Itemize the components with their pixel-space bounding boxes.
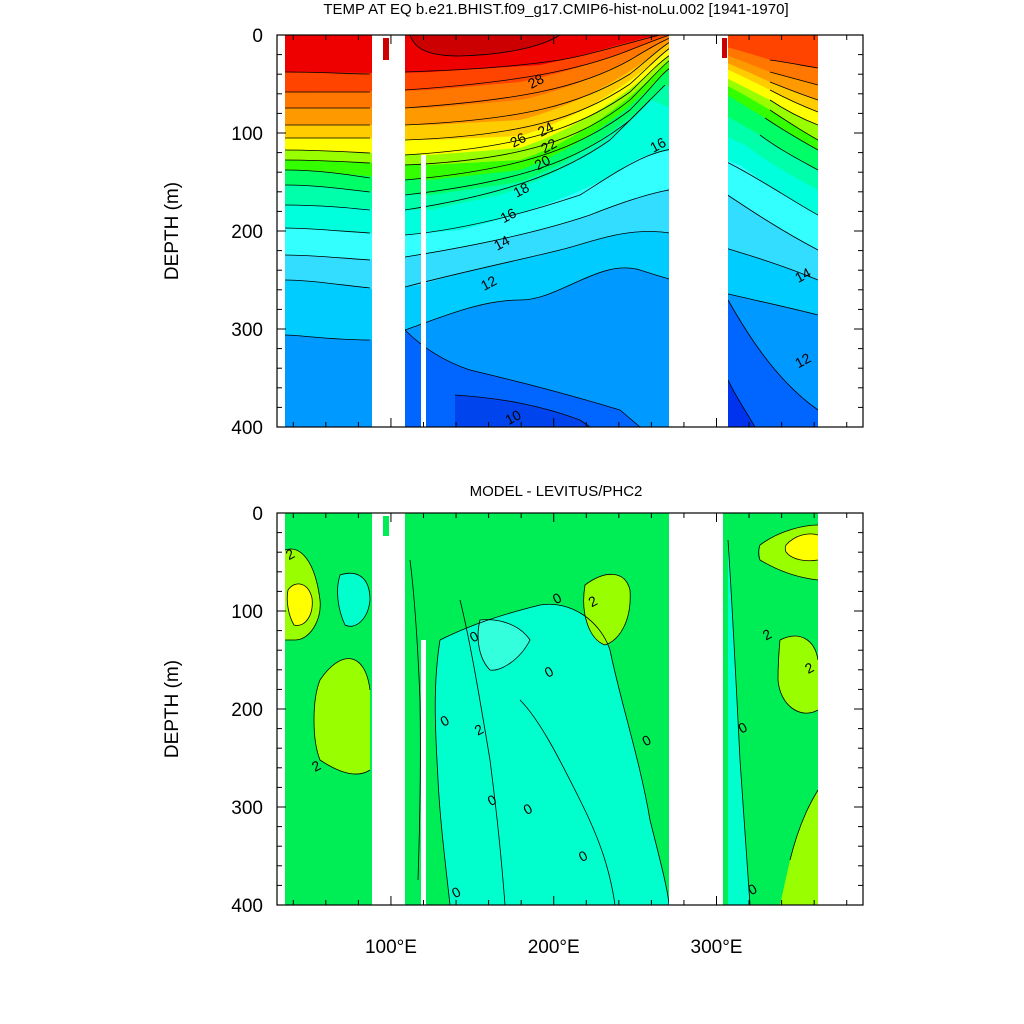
temperature-field bbox=[277, 35, 863, 427]
island-mark-2 bbox=[722, 38, 727, 58]
y-tick-label: 300 bbox=[231, 798, 263, 819]
temp-band-9-west bbox=[455, 395, 590, 427]
contour-label: 14 bbox=[792, 264, 813, 286]
x-tick-label: 300°E bbox=[691, 937, 743, 958]
y-tick-label: 200 bbox=[231, 700, 263, 721]
contour-label: 26 bbox=[507, 129, 528, 151]
diff-band-max-east bbox=[786, 533, 818, 561]
temp-contour-lines bbox=[284, 35, 819, 427]
contour-label: 14 bbox=[491, 232, 512, 254]
y-tick-label: 400 bbox=[231, 896, 263, 917]
land-mask-indonesia bbox=[372, 35, 405, 427]
diff-band-max-west bbox=[287, 583, 313, 626]
bottom-axes: 0 100 200 300 400 100°E 200°E 300°E bbox=[231, 504, 863, 958]
temp-band-9-east bbox=[728, 380, 755, 427]
contour-label: 18 bbox=[511, 179, 532, 201]
top-axes: 0 100 200 300 400 bbox=[231, 26, 863, 439]
contour-label: 28 bbox=[525, 70, 546, 92]
y-tick-label: 0 bbox=[252, 504, 263, 525]
diff-band-neg-central bbox=[435, 604, 669, 905]
y-tick-label: 100 bbox=[231, 124, 263, 145]
diff-band-neg-west bbox=[337, 573, 370, 627]
contour-label: 20 bbox=[532, 152, 553, 174]
land-mask-americas bbox=[669, 35, 728, 427]
land-mask-americas-2 bbox=[669, 513, 723, 905]
diff-band-neg-deep bbox=[478, 619, 530, 671]
temperature-panel: TEMP AT EQ b.e21.BHIST.f09_g17.CMIP6-his… bbox=[162, 1, 864, 439]
land-mask-strait-2 bbox=[421, 640, 426, 905]
temp-band-29 bbox=[410, 35, 560, 56]
diff-band-pos-central bbox=[583, 574, 631, 645]
diff-band-pos-east-deep bbox=[780, 790, 818, 905]
x-tick-label: 200°E bbox=[528, 937, 580, 958]
diff-band-neg-east bbox=[728, 540, 750, 905]
y-tick-label: 100 bbox=[231, 602, 263, 623]
diff-band-pos-east bbox=[778, 636, 818, 714]
contour-label: 16 bbox=[498, 205, 519, 227]
island-mark-1 bbox=[383, 38, 389, 60]
contour-label: 16 bbox=[647, 134, 668, 156]
bottom-y-axis-label: DEPTH (m) bbox=[162, 660, 183, 758]
contour-label: 12 bbox=[792, 350, 813, 372]
diff-contour-lines bbox=[284, 524, 819, 905]
top-y-axis-label: DEPTH (m) bbox=[162, 182, 183, 280]
difference-panel: MODEL - LEVITUS/PHC2 bbox=[162, 483, 864, 958]
temp-band-10-east bbox=[728, 300, 818, 427]
top-chart-title: TEMP AT EQ b.e21.BHIST.f09_g17.CMIP6-his… bbox=[323, 1, 788, 18]
x-tick-label: 100°E bbox=[365, 937, 417, 958]
y-tick-label: 0 bbox=[252, 26, 263, 47]
land-mask-indonesia-2 bbox=[372, 513, 405, 905]
bottom-chart-title: MODEL - LEVITUS/PHC2 bbox=[470, 483, 643, 500]
island-mark-3 bbox=[383, 516, 389, 536]
contour-label: 12 bbox=[478, 272, 499, 294]
y-tick-label: 300 bbox=[231, 320, 263, 341]
y-tick-label: 400 bbox=[231, 418, 263, 439]
diff-band-pos-deep-west bbox=[314, 658, 370, 775]
land-mask-strait bbox=[421, 155, 426, 427]
y-tick-label: 200 bbox=[231, 222, 263, 243]
difference-field bbox=[277, 513, 863, 905]
contour-label: 24 bbox=[535, 118, 556, 140]
contour-label: 10 bbox=[502, 406, 523, 428]
contour-label: 22 bbox=[538, 135, 559, 157]
